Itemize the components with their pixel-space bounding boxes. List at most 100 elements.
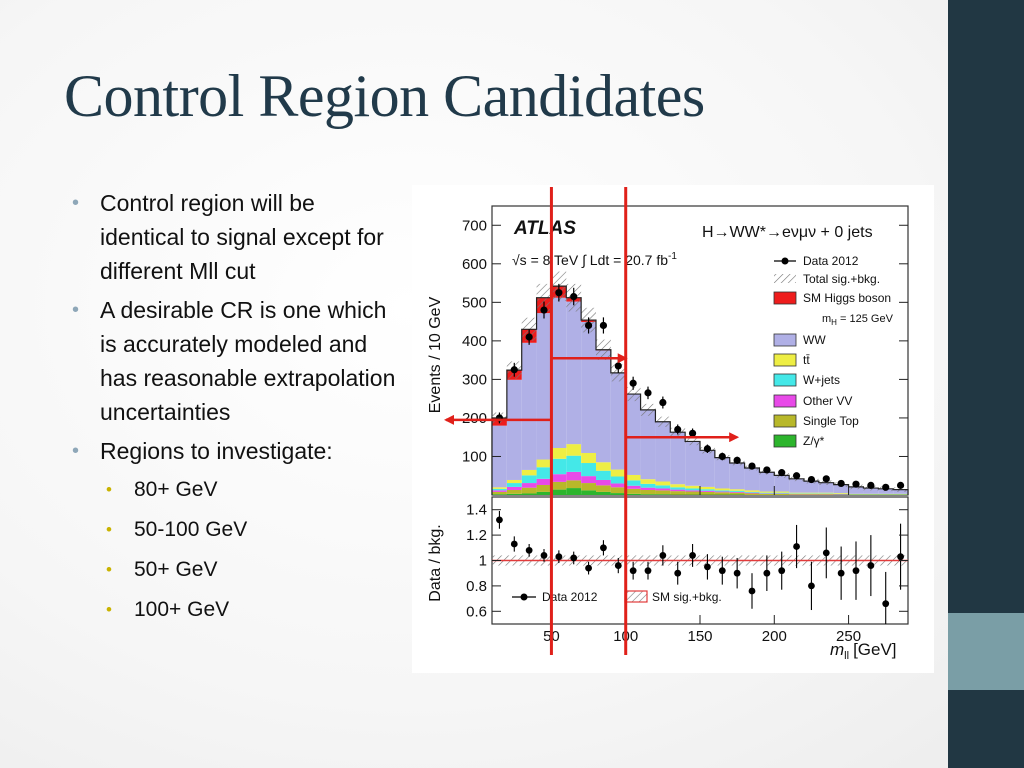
ratio-point — [763, 569, 771, 577]
stack-bar — [818, 482, 834, 493]
legend-label: WW — [803, 333, 826, 347]
lumi-superscript: -1 — [668, 251, 677, 262]
data-point — [688, 429, 697, 437]
data-point — [807, 475, 816, 484]
stack-bar — [714, 491, 730, 493]
data-point — [837, 479, 845, 488]
stack-bar — [818, 494, 834, 495]
stack-bar — [744, 492, 760, 494]
data-point — [733, 456, 741, 464]
stack-bar — [536, 459, 552, 468]
stack-bar — [640, 487, 656, 490]
y-tick-label: 200 — [462, 410, 487, 427]
stack-bar — [655, 481, 671, 486]
stack-bar — [640, 483, 656, 488]
legend-total: Total sig.+bkg. — [774, 272, 880, 286]
stack-bar — [521, 469, 537, 476]
legend-label: W+jets — [803, 373, 840, 387]
data-point — [599, 321, 608, 330]
stack-bar — [759, 493, 775, 495]
stack-bar — [804, 492, 819, 494]
y-tick-label: 500 — [462, 294, 487, 311]
lumi-label: √s = 8 TeV ∫ Ldt = 20.7 fb-1 — [512, 251, 677, 268]
stack-bar — [729, 491, 745, 493]
stack-bar — [714, 488, 730, 491]
legend-higgs-mass: mH = 125 GeV — [822, 313, 894, 327]
ratio-point — [837, 569, 845, 577]
data-point — [629, 379, 637, 387]
ratio-point — [525, 546, 533, 554]
stack-bar — [714, 492, 730, 495]
x-axis-label: mll [GeV] — [830, 640, 897, 662]
ratio-point — [540, 552, 548, 559]
stack-bar — [625, 488, 641, 494]
bullet-item: Regions to investigate: — [72, 434, 402, 468]
stack-bar — [536, 491, 552, 495]
legend-higgs: SM Higgs boson mH = 125 GeV — [773, 291, 894, 327]
stack-bar — [640, 409, 656, 480]
stack-bar — [640, 494, 656, 495]
stack-bar — [581, 452, 596, 464]
ratio-tick-label: 1.4 — [466, 502, 487, 519]
data-point — [614, 362, 622, 370]
ratio-point — [897, 553, 904, 561]
stack-bar — [610, 483, 626, 488]
bullet-item: Control region will be identical to sign… — [72, 186, 402, 288]
stack-bar — [492, 487, 507, 489]
stack-bar — [566, 471, 582, 481]
data-point — [822, 475, 830, 483]
legend-ww: WW — [773, 333, 826, 347]
stack-bar — [685, 491, 700, 495]
stack-bar — [759, 492, 775, 494]
ratio-point — [674, 569, 682, 577]
stack-bar — [670, 484, 686, 488]
data-point — [540, 306, 548, 314]
chart-svg: 1002003004005006007000.60.811.21.4501001… — [427, 187, 909, 662]
ratio-point — [629, 567, 637, 575]
ratio-point — [718, 567, 726, 575]
bullet-list: Control region will be identical to sign… — [72, 186, 402, 633]
stack-bar — [536, 467, 552, 479]
slide-title: Control Region Candidates — [64, 63, 705, 129]
sub-bullet-item: 80+ GeV — [72, 473, 402, 507]
ratio-tick-label: 0.8 — [466, 578, 487, 595]
ratio-point — [600, 544, 607, 552]
stack-bar — [506, 479, 522, 484]
stack-bar — [670, 432, 686, 485]
stack-bar — [700, 486, 715, 490]
stack-bar — [863, 488, 879, 494]
atlas-chart: 1002003004005006007000.60.811.21.4501001… — [412, 185, 934, 673]
stack-bar — [492, 491, 507, 495]
ratio-point — [510, 540, 518, 548]
stack-bar — [714, 490, 730, 492]
ratio-tick-label: 0.6 — [466, 603, 487, 620]
ratio-point — [882, 600, 890, 608]
stack-bar — [670, 487, 686, 490]
ratio-point — [689, 552, 696, 559]
stack-bar — [610, 469, 626, 477]
stack-bar — [774, 493, 790, 495]
y-tick-label: 600 — [462, 256, 487, 273]
data-point — [555, 289, 563, 297]
sub-bullet-item: 100+ GeV — [72, 593, 402, 627]
stack-bar — [729, 490, 745, 492]
stack-bar — [536, 484, 552, 492]
stack-bar — [759, 472, 775, 492]
data-point — [570, 292, 578, 301]
legend-label: Data 2012 — [803, 254, 859, 268]
stack-bar — [759, 491, 775, 493]
stack-bar — [551, 458, 567, 475]
stack-bar — [714, 457, 730, 489]
ratio-point — [659, 552, 667, 559]
legend-label: Other VV — [803, 394, 852, 408]
sub-bullet-item: 50+ GeV — [72, 553, 402, 587]
stack-bar — [596, 350, 611, 463]
stack-bar — [536, 478, 552, 485]
stack-bar — [521, 342, 537, 470]
data-point — [748, 462, 756, 470]
stack-bar — [521, 475, 537, 484]
data-point — [882, 483, 890, 491]
stack-bar — [744, 493, 760, 495]
ratio-point — [585, 564, 592, 572]
stack-bar — [774, 475, 790, 492]
